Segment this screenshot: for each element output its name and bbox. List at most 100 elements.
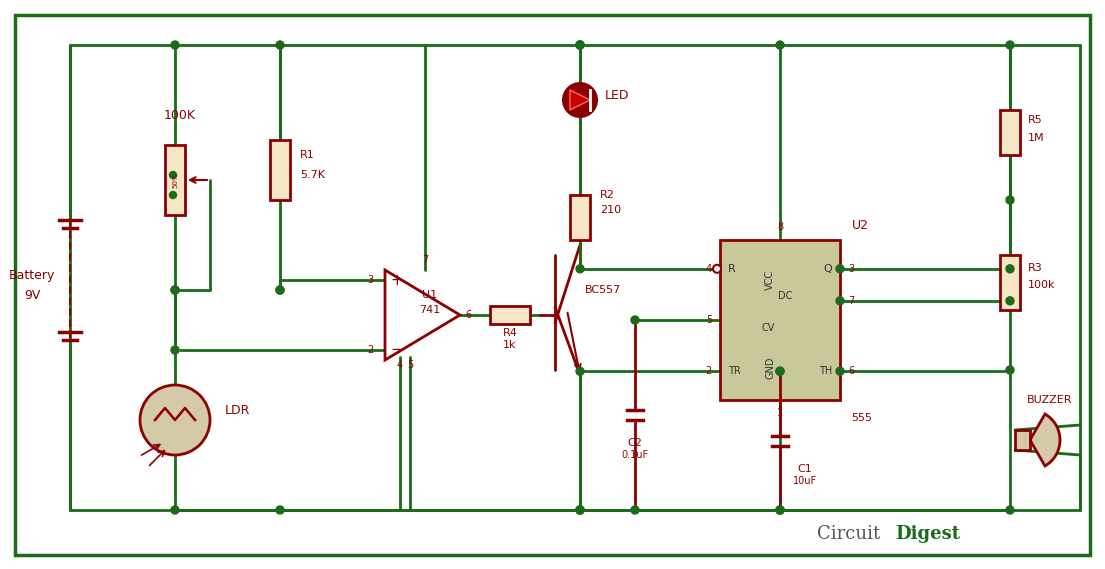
Circle shape (1006, 41, 1014, 49)
Circle shape (631, 506, 639, 514)
Circle shape (776, 506, 785, 514)
Text: 2: 2 (706, 366, 712, 376)
Bar (1000, 255, 1020, 310)
Circle shape (1006, 265, 1014, 273)
Circle shape (576, 506, 585, 514)
Circle shape (171, 506, 179, 514)
Text: 100K: 100K (164, 109, 196, 122)
Text: −: − (391, 343, 403, 357)
Text: 741: 741 (420, 305, 441, 315)
Circle shape (576, 367, 585, 375)
Circle shape (576, 506, 585, 514)
Text: 10uF: 10uF (793, 476, 817, 485)
Text: 4: 4 (397, 360, 403, 370)
Text: 5: 5 (407, 360, 413, 370)
Circle shape (1006, 297, 1014, 305)
Text: R1: R1 (299, 150, 315, 160)
Text: 2: 2 (367, 345, 373, 355)
Text: LDR: LDR (225, 403, 251, 417)
Text: U2: U2 (852, 218, 869, 232)
Text: 7: 7 (422, 255, 428, 265)
Bar (490, 306, 530, 324)
Circle shape (169, 192, 177, 199)
Text: 555: 555 (852, 413, 873, 423)
Circle shape (836, 297, 844, 305)
Circle shape (713, 265, 720, 273)
Circle shape (576, 41, 585, 49)
Circle shape (276, 506, 284, 514)
Text: BC557: BC557 (585, 285, 621, 295)
Text: R4: R4 (503, 328, 517, 338)
Circle shape (1006, 506, 1014, 514)
Text: 7: 7 (848, 296, 854, 306)
Bar (720, 240, 840, 400)
Circle shape (169, 171, 177, 179)
Circle shape (576, 41, 585, 49)
Circle shape (631, 316, 639, 324)
Text: 1M: 1M (1028, 133, 1044, 143)
Circle shape (836, 265, 844, 273)
Text: VCC: VCC (765, 270, 775, 290)
Bar (270, 140, 290, 200)
Text: C1: C1 (798, 464, 812, 473)
Circle shape (276, 41, 284, 49)
Text: C2: C2 (628, 438, 642, 448)
Circle shape (140, 385, 210, 455)
Text: TH: TH (820, 366, 833, 376)
Text: 6: 6 (465, 310, 471, 320)
Text: 8: 8 (777, 222, 783, 232)
Text: DC: DC (778, 291, 792, 301)
Circle shape (576, 506, 585, 514)
Text: Battery: Battery (9, 269, 55, 282)
Text: R3: R3 (1028, 263, 1043, 273)
Circle shape (171, 286, 179, 294)
Circle shape (776, 367, 785, 375)
Text: 4: 4 (706, 264, 712, 274)
Wedge shape (1030, 414, 1060, 466)
Text: GND: GND (765, 357, 775, 380)
Bar (570, 195, 590, 240)
Text: Circuit: Circuit (817, 525, 880, 543)
Circle shape (776, 506, 785, 514)
Text: 100k: 100k (1028, 280, 1055, 290)
Circle shape (776, 367, 785, 375)
Text: BUZZER: BUZZER (1028, 395, 1073, 405)
Circle shape (776, 41, 785, 49)
Circle shape (276, 286, 284, 294)
Text: 50%: 50% (172, 172, 178, 188)
Text: 5: 5 (706, 315, 712, 325)
Circle shape (576, 41, 585, 49)
Text: R: R (728, 264, 736, 274)
Text: 3: 3 (367, 275, 373, 285)
Text: R2: R2 (600, 190, 614, 200)
Polygon shape (570, 90, 590, 110)
Circle shape (836, 367, 844, 375)
Text: CV: CV (761, 323, 775, 333)
Bar (1000, 110, 1020, 155)
Circle shape (171, 41, 179, 49)
Text: +: + (391, 273, 403, 287)
Circle shape (1006, 366, 1014, 374)
Text: TR: TR (727, 366, 740, 376)
Text: 1: 1 (777, 408, 783, 418)
Text: U1: U1 (422, 290, 438, 300)
Text: 1k: 1k (503, 340, 517, 350)
Polygon shape (385, 270, 460, 360)
Text: 6: 6 (848, 366, 854, 376)
Circle shape (576, 265, 585, 273)
Circle shape (562, 82, 598, 118)
Bar (1015, 430, 1030, 450)
Text: 0.1uF: 0.1uF (621, 450, 649, 460)
Text: LED: LED (606, 89, 630, 101)
Circle shape (1006, 196, 1014, 204)
Text: Q: Q (823, 264, 832, 274)
Circle shape (171, 286, 179, 294)
Text: 5.7K: 5.7K (299, 170, 325, 180)
Text: 3: 3 (848, 264, 854, 274)
Circle shape (276, 286, 284, 294)
Circle shape (171, 346, 179, 354)
Text: R5: R5 (1028, 115, 1043, 125)
Text: 210: 210 (600, 205, 621, 215)
Text: Digest: Digest (895, 525, 960, 543)
Circle shape (776, 506, 785, 514)
